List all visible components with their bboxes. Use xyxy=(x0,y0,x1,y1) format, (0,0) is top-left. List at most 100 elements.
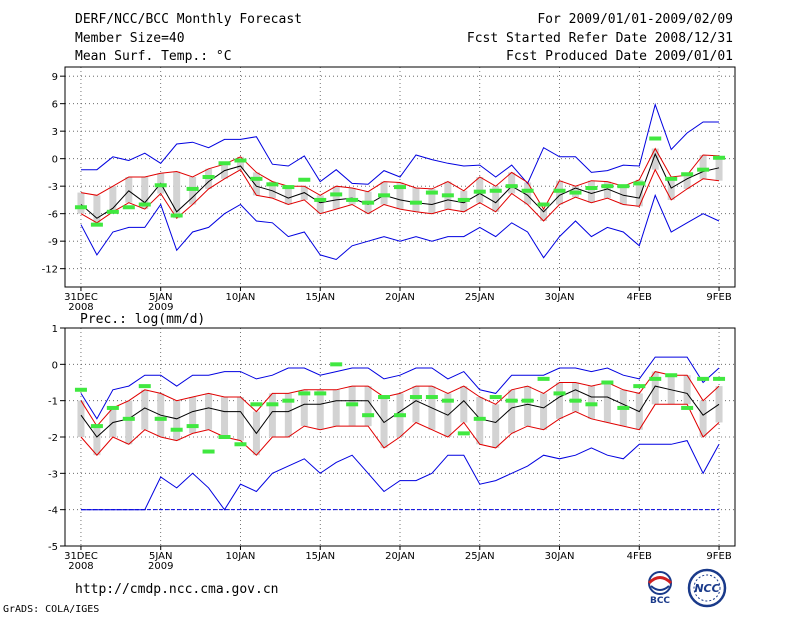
prec-observed-marker xyxy=(425,395,438,400)
temp-observed-marker xyxy=(154,183,167,188)
temp-iqr-box xyxy=(380,181,388,205)
prec-ensemble-min-line xyxy=(81,440,720,511)
temp-observed-marker xyxy=(409,200,422,205)
temp-ensemble-max-line xyxy=(81,102,719,185)
prec-observed-marker xyxy=(681,405,694,410)
prec-iqr-box xyxy=(77,400,85,437)
prec-iqr-box xyxy=(571,382,579,412)
prec-observed-marker xyxy=(665,373,678,378)
temp-observed-marker xyxy=(298,177,311,182)
temp-x-tick-label: 20JAN xyxy=(385,292,415,303)
temp-x-tick-label: 2009 xyxy=(148,302,173,313)
temp-observed-marker xyxy=(665,176,678,181)
temp-iqr-box xyxy=(77,192,85,214)
prec-x-tick-label: 2008 xyxy=(68,561,93,572)
prec-observed-marker xyxy=(122,416,135,421)
temp-observed-marker xyxy=(186,186,199,191)
prec-iqr-box xyxy=(412,386,420,423)
chart-title: DERF/NCC/BCC Monthly Forecast xyxy=(75,12,302,27)
prec-x-tick-label: 2009 xyxy=(148,561,173,572)
temp-y-tick-label: -12 xyxy=(42,265,58,276)
prec-observed-marker xyxy=(170,427,183,432)
prec-observed-marker xyxy=(266,402,279,407)
temp-x-tick-label: 9FEB xyxy=(706,292,731,303)
prec-y-tick-label: -5 xyxy=(48,542,58,553)
temp-observed-marker xyxy=(457,197,470,202)
temp-iqr-box xyxy=(268,181,276,199)
prec-y-tick-label: -3 xyxy=(48,469,58,480)
prec-observed-marker xyxy=(601,380,614,385)
prec-iqr-box xyxy=(236,397,244,441)
forecast-period: For 2009/01/01-2009/02/09 xyxy=(537,12,733,27)
prec-iqr-box xyxy=(524,386,532,427)
prec-x-tick-label: 15JAN xyxy=(305,551,335,562)
temp-x-tick-label: 2008 xyxy=(68,302,93,313)
temp-x-tick-label: 5JAN xyxy=(149,292,172,303)
prec-iqr-box xyxy=(364,386,372,427)
temp-y-tick-label: 6 xyxy=(52,100,58,111)
temp-iqr-box xyxy=(125,177,133,203)
prec-x-tick-label: 30JAN xyxy=(545,551,575,562)
temp-observed-marker xyxy=(425,190,438,195)
temp-observed-marker xyxy=(553,188,566,193)
temp-iqr-box xyxy=(221,164,229,179)
temp-iqr-box xyxy=(540,209,548,221)
prec-iqr-box xyxy=(316,389,324,430)
temp-observed-marker xyxy=(633,181,646,186)
temp-observed-marker xyxy=(362,200,375,205)
prec-y-tick-label: -2 xyxy=(48,433,58,444)
prec-observed-marker xyxy=(138,384,151,389)
prec-iqr-box xyxy=(173,400,181,441)
temp-observed-marker xyxy=(617,184,630,189)
temp-iqr-box xyxy=(348,188,356,205)
prec-observed-marker xyxy=(505,398,518,403)
temp-observed-marker xyxy=(441,193,454,198)
temp-observed-marker xyxy=(346,197,359,202)
prec-iqr-box xyxy=(332,389,340,427)
temp-lower-quartile-line xyxy=(80,168,720,224)
ncc-logo-text: NCC xyxy=(694,582,719,595)
temp-observed-marker xyxy=(250,176,263,181)
prec-observed-marker xyxy=(378,395,391,400)
temp-observed-marker xyxy=(266,182,279,187)
temp-observed-marker xyxy=(282,185,295,190)
temp-y-tick-label: -9 xyxy=(48,237,58,248)
prec-iqr-box xyxy=(125,400,133,445)
prec-lower-quartile-line xyxy=(80,403,720,456)
variable-label: Mean Surf. Temp.: °C xyxy=(75,49,232,64)
prec-observed-marker xyxy=(569,398,582,403)
temp-ensemble-min-line xyxy=(80,193,720,261)
temp-iqr-box xyxy=(236,156,244,170)
temp-x-tick-label: 31DEC xyxy=(64,292,98,303)
prec-observed-marker xyxy=(473,416,486,421)
temp-observed-marker xyxy=(697,167,710,172)
ncc-logo-icon: NCC xyxy=(687,568,727,608)
temp-observed-marker xyxy=(378,193,391,198)
temp-iqr-box xyxy=(332,186,340,210)
prec-observed-marker xyxy=(633,384,646,389)
prec-x-tick-label: 31DEC xyxy=(64,551,98,562)
prec-x-tick-label: 5JAN xyxy=(149,551,172,562)
temp-x-tick-label: 25JAN xyxy=(465,292,495,303)
prec-observed-marker xyxy=(697,376,710,381)
prec-iqr-box xyxy=(93,426,101,456)
prec-ensemble-mean-line xyxy=(80,385,720,438)
temp-x-tick-label: 4FEB xyxy=(627,292,652,303)
prec-observed-marker xyxy=(537,376,550,381)
source-url[interactable]: http://cmdp.ncc.cma.gov.cn xyxy=(75,582,279,597)
temp-iqr-box xyxy=(651,148,659,170)
temp-observed-marker xyxy=(106,209,119,214)
temp-iqr-box xyxy=(492,186,500,212)
bcc-logo-icon: BCC xyxy=(647,571,673,606)
temp-iqr-box xyxy=(173,171,181,219)
prec-observed-marker xyxy=(457,431,470,436)
temp-observed-marker xyxy=(713,155,726,160)
prec-upper-quartile-line xyxy=(80,371,720,427)
temp-y-tick-label: 3 xyxy=(52,127,58,138)
prec-observed-marker xyxy=(489,395,502,400)
prec-x-tick-label: 25JAN xyxy=(465,551,495,562)
temp-observed-marker xyxy=(74,205,87,210)
prec-iqr-box xyxy=(205,393,213,430)
